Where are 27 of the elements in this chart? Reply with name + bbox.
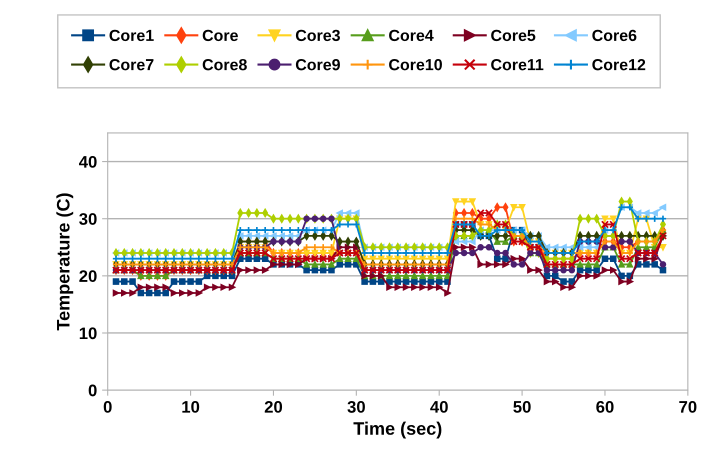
x-axis-title: Time (sec) xyxy=(353,422,442,438)
x-tick-label: 10 xyxy=(182,400,200,413)
legend-label: Core8 xyxy=(202,59,247,70)
x-tick-label: 30 xyxy=(347,400,365,413)
legend-label: Core12 xyxy=(592,59,646,70)
x-tick-label: 0 xyxy=(104,400,112,413)
y-axis-title: Temperature (C) xyxy=(56,193,74,330)
legend-label: Core11 xyxy=(491,59,544,70)
legend-label: Core9 xyxy=(296,59,340,70)
legend-label: Core10 xyxy=(389,59,442,70)
y-tick-label: 10 xyxy=(80,327,97,340)
legend-label: Core xyxy=(202,30,238,42)
legend-label: Core7 xyxy=(110,59,154,70)
legend-label: Core6 xyxy=(592,30,636,42)
legend-label: Core4 xyxy=(389,30,434,42)
legend-label: Core5 xyxy=(491,30,536,42)
x-tick-label: 50 xyxy=(513,400,531,413)
x-tick-label: 70 xyxy=(679,400,696,413)
y-tick-label: 0 xyxy=(88,384,97,396)
x-tick-label: 60 xyxy=(596,400,614,413)
y-tick-label: 20 xyxy=(79,270,97,282)
x-tick-label: 20 xyxy=(264,400,282,413)
y-tick-label: 40 xyxy=(79,156,97,168)
x-tick-label: 40 xyxy=(430,400,448,413)
y-tick-label: 30 xyxy=(79,213,97,225)
legend-label: Core3 xyxy=(296,30,340,42)
legend-label: Core1 xyxy=(110,30,154,42)
